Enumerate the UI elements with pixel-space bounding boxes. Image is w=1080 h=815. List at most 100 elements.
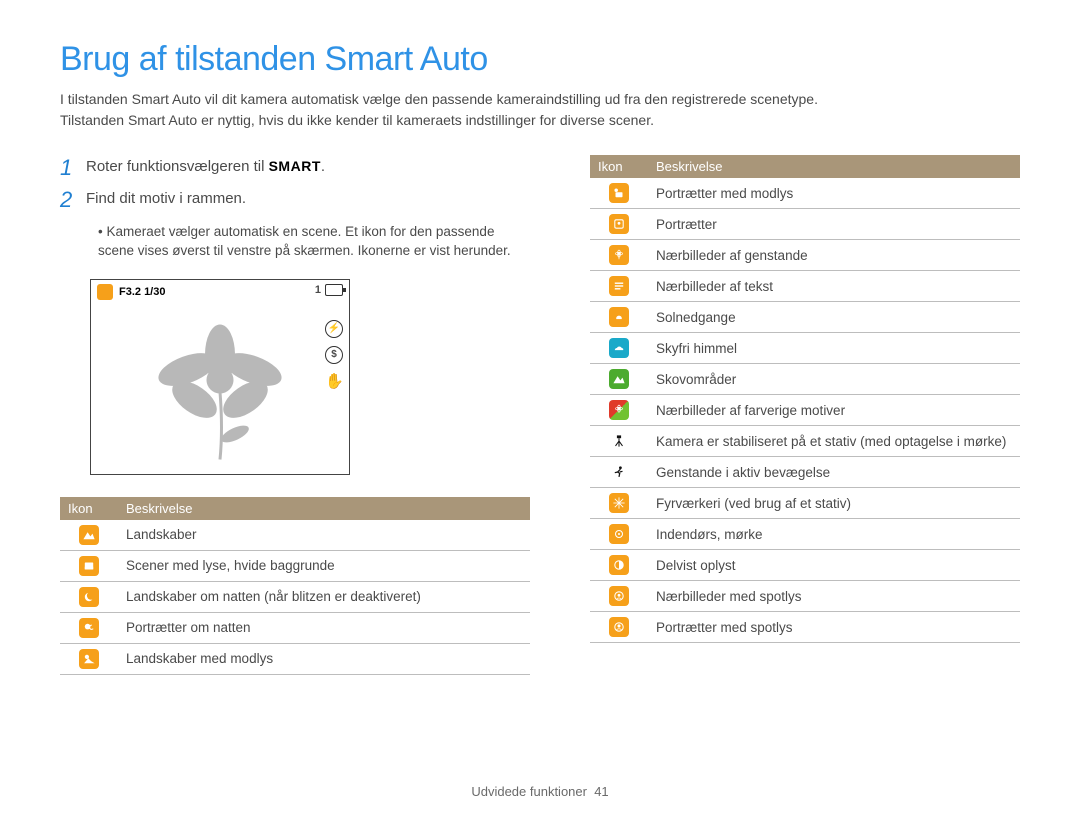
table-row: Skyfri himmel bbox=[590, 333, 1020, 364]
scene-icon bbox=[79, 587, 99, 607]
table-row: Kamera er stabiliseret på et stativ (med… bbox=[590, 426, 1020, 457]
cell-icon bbox=[590, 519, 648, 550]
cell-icon bbox=[60, 643, 118, 674]
cell-desc: Scener med lyse, hvide baggrunde bbox=[118, 550, 530, 581]
cell-icon bbox=[60, 520, 118, 551]
cell-desc: Skyfri himmel bbox=[648, 333, 1020, 364]
intro-paragraph: I tilstanden Smart Auto vil dit kamera a… bbox=[60, 89, 1020, 131]
footer-page-number: 41 bbox=[594, 784, 608, 799]
table-row: Nærbilleder af farverige motiver bbox=[590, 395, 1020, 426]
cell-desc: Portrætter bbox=[648, 209, 1020, 240]
battery-icon bbox=[325, 284, 343, 296]
cell-icon bbox=[590, 178, 648, 209]
cell-desc: Landskaber bbox=[118, 520, 530, 551]
cell-icon bbox=[590, 240, 648, 271]
scene-icon bbox=[609, 369, 629, 389]
th-icon-left: Ikon bbox=[60, 497, 118, 520]
cell-icon bbox=[590, 426, 648, 457]
table-row: Skovområder bbox=[590, 364, 1020, 395]
scene-icon bbox=[609, 493, 629, 513]
scene-icon bbox=[79, 525, 99, 545]
scene-icon bbox=[609, 183, 629, 203]
intro-line2: Tilstanden Smart Auto er nyttig, hvis du… bbox=[60, 112, 654, 128]
table-row: Portrætter om natten bbox=[60, 612, 530, 643]
cell-desc: Skovområder bbox=[648, 364, 1020, 395]
lcd-counter: 1 bbox=[315, 284, 321, 296]
scene-icon bbox=[609, 276, 629, 296]
scene-icon bbox=[609, 617, 629, 637]
shake-icon: ✋ bbox=[325, 372, 343, 390]
table-row: Scener med lyse, hvide baggrunde bbox=[60, 550, 530, 581]
cell-desc: Delvist oplyst bbox=[648, 550, 1020, 581]
flower-graphic bbox=[145, 317, 295, 467]
step1-dot: . bbox=[321, 158, 325, 175]
cell-desc: Nærbilleder af farverige motiver bbox=[648, 395, 1020, 426]
table-row: Landskaber med modlys bbox=[60, 643, 530, 674]
page-title: Brug af tilstanden Smart Auto bbox=[60, 40, 1020, 79]
step-2-text: Find dit motiv i rammen. bbox=[86, 187, 246, 211]
scene-icon bbox=[609, 524, 629, 544]
table-row: Nærbilleder af genstande bbox=[590, 240, 1020, 271]
table-row: Fyrværkeri (ved brug af et stativ) bbox=[590, 488, 1020, 519]
scene-icon bbox=[609, 431, 629, 451]
scene-icon bbox=[79, 649, 99, 669]
cell-desc: Kamera er stabiliseret på et stativ (med… bbox=[648, 426, 1020, 457]
icon-table-left: Ikon Beskrivelse Landskaber Scener med l… bbox=[60, 497, 530, 675]
cell-desc: Nærbilleder med spotlys bbox=[648, 581, 1020, 612]
table-row: Indendørs, mørke bbox=[590, 519, 1020, 550]
table-row: Solnedgange bbox=[590, 302, 1020, 333]
th-desc-left: Beskrivelse bbox=[118, 497, 530, 520]
cell-icon bbox=[590, 457, 648, 488]
cell-icon bbox=[590, 488, 648, 519]
cell-desc: Solnedgange bbox=[648, 302, 1020, 333]
table-row: Delvist oplyst bbox=[590, 550, 1020, 581]
table-row: Landskaber om natten (når blitzen er dea… bbox=[60, 581, 530, 612]
cell-icon bbox=[590, 612, 648, 643]
table-row: Portrætter bbox=[590, 209, 1020, 240]
scene-icon bbox=[609, 555, 629, 575]
cell-icon bbox=[590, 581, 648, 612]
scene-icon bbox=[609, 214, 629, 234]
table-row: Portrætter med modlys bbox=[590, 178, 1020, 209]
cell-icon bbox=[590, 302, 648, 333]
cell-desc: Nærbilleder af tekst bbox=[648, 271, 1020, 302]
cell-icon bbox=[60, 550, 118, 581]
step-1-text: Roter funktionsvælgeren til SMART. bbox=[86, 155, 325, 179]
cell-desc: Portrætter med spotlys bbox=[648, 612, 1020, 643]
icon-table-right: Ikon Beskrivelse Portrætter med modlys P… bbox=[590, 155, 1020, 643]
lcd-top-right: 1 bbox=[315, 284, 343, 296]
cell-desc: Portrætter om natten bbox=[118, 612, 530, 643]
table-row: Genstande i aktiv bevægelse bbox=[590, 457, 1020, 488]
table-row: Portrætter med spotlys bbox=[590, 612, 1020, 643]
table-row: Landskaber bbox=[60, 520, 530, 551]
camera-lcd-preview: F3.2 1/30 1 ⚡ $ ✋ bbox=[90, 279, 350, 475]
scene-icon bbox=[609, 307, 629, 327]
cell-desc: Indendørs, mørke bbox=[648, 519, 1020, 550]
step-2-bullet: Kameraet vælger automatisk en scene. Et … bbox=[98, 222, 530, 261]
page-footer: Udvidede funktioner 41 bbox=[0, 784, 1080, 799]
step-2: 2 Find dit motiv i rammen. bbox=[60, 187, 530, 213]
cell-desc: Genstande i aktiv bevægelse bbox=[648, 457, 1020, 488]
cell-icon bbox=[590, 271, 648, 302]
cell-icon bbox=[60, 612, 118, 643]
cell-desc: Nærbilleder af genstande bbox=[648, 240, 1020, 271]
scene-icon bbox=[79, 556, 99, 576]
flash-off-icon: ⚡ bbox=[325, 320, 343, 338]
cell-icon bbox=[590, 209, 648, 240]
left-column: 1 Roter funktionsvælgeren til SMART. 2 F… bbox=[60, 155, 530, 675]
step-1-number: 1 bbox=[60, 155, 78, 181]
scene-icon bbox=[609, 245, 629, 265]
cell-desc: Landskaber med modlys bbox=[118, 643, 530, 674]
timer-icon: $ bbox=[325, 346, 343, 364]
lcd-top-bar: F3.2 1/30 bbox=[91, 280, 349, 304]
cell-icon bbox=[590, 364, 648, 395]
macro-icon bbox=[97, 284, 113, 300]
footer-section: Udvidede funktioner bbox=[471, 784, 587, 799]
cell-icon bbox=[590, 333, 648, 364]
step-1-pre: Roter funktionsvælgeren til bbox=[86, 158, 269, 175]
intro-line1: I tilstanden Smart Auto vil dit kamera a… bbox=[60, 91, 818, 107]
cell-icon bbox=[590, 550, 648, 581]
cell-desc: Landskaber om natten (når blitzen er dea… bbox=[118, 581, 530, 612]
smart-label: SMART bbox=[269, 158, 321, 174]
right-column: Ikon Beskrivelse Portrætter med modlys P… bbox=[590, 155, 1020, 675]
